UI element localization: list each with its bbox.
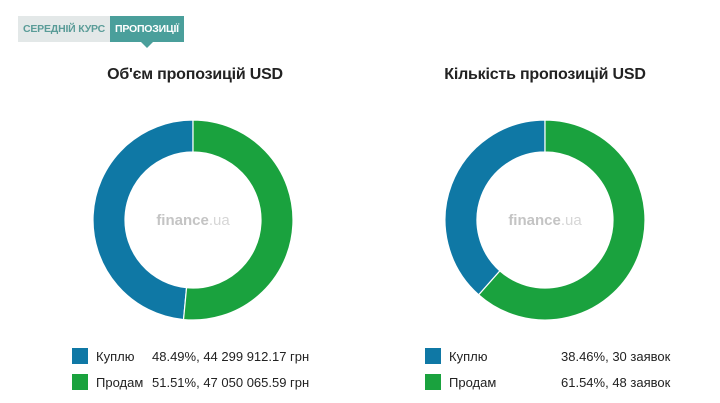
legend-value-sell: 51.51%, 47 050 065.59 грн: [152, 374, 310, 390]
legend-label-sell: Продам: [96, 374, 144, 390]
donut-slice-buy[interactable]: [444, 119, 546, 296]
chart-count-donut: finance.ua: [444, 119, 646, 321]
legend-swatch-sell: [72, 374, 88, 390]
chart-count: Кількість пропозицій USD finance.ua Купл…: [365, 0, 720, 403]
watermark-logo: finance.ua: [156, 212, 230, 229]
chart-volume-title: Об'єм пропозицій USD: [107, 66, 283, 83]
watermark-logo: finance.ua: [508, 212, 582, 229]
chart-volume: Об'єм пропозицій USD finance.ua Куплю 48…: [15, 0, 375, 403]
chart-volume-donut: finance.ua: [92, 119, 294, 321]
legend-row-buy: Куплю 48.49%, 44 299 912.17 грн: [72, 345, 309, 367]
legend-swatch-buy: [72, 348, 88, 364]
legend-value-buy: 38.46%, 30 заявок: [561, 348, 671, 364]
tab-bar: СЕРЕДНІЙ КУРС ПРОПОЗИЦІЇ: [18, 16, 184, 48]
legend-row-sell: Продам 51.51%, 47 050 065.59 грн: [72, 371, 309, 393]
chart-count-legend: Куплю 38.46%, 30 заявок Продам 61.54%, 4…: [425, 345, 670, 397]
legend-swatch-sell: [425, 374, 441, 390]
tab-offers[interactable]: ПРОПОЗИЦІЇ: [109, 16, 184, 48]
legend-label-buy: Куплю: [96, 348, 135, 364]
legend-value-buy: 48.49%, 44 299 912.17 грн: [152, 348, 310, 364]
donut-slice-buy[interactable]: [92, 119, 194, 321]
legend-row-buy: Куплю 38.46%, 30 заявок: [425, 345, 670, 367]
legend-label-buy: Куплю: [449, 348, 488, 364]
chart-volume-legend: Куплю 48.49%, 44 299 912.17 грн Продам 5…: [72, 345, 309, 397]
legend-swatch-buy: [425, 348, 441, 364]
chart-count-title: Кількість пропозицій USD: [444, 66, 646, 83]
legend-row-sell: Продам 61.54%, 48 заявок: [425, 371, 670, 393]
donut-slice-sell[interactable]: [477, 119, 646, 321]
legend-value-sell: 61.54%, 48 заявок: [561, 374, 671, 390]
tab-average-rate[interactable]: СЕРЕДНІЙ КУРС: [18, 16, 110, 42]
legend-label-sell: Продам: [449, 374, 497, 390]
donut-slice-sell[interactable]: [182, 119, 294, 321]
